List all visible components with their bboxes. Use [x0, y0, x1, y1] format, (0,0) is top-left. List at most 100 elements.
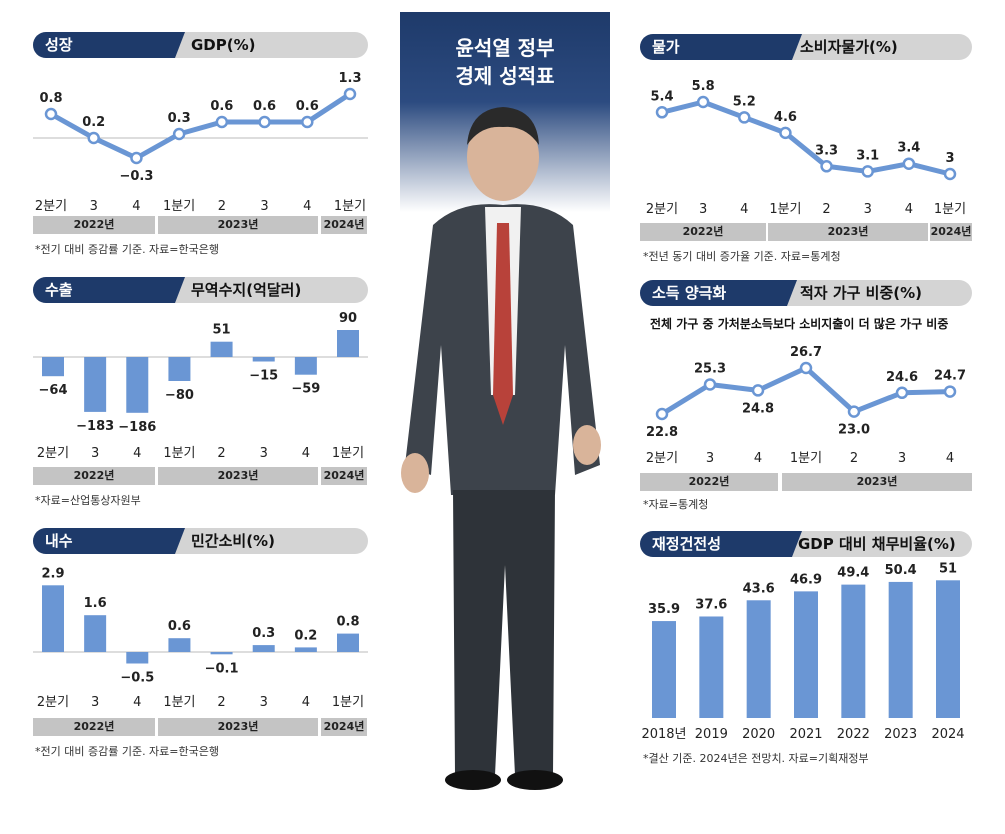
tick-label: 2: [850, 451, 858, 466]
data-point: [943, 385, 957, 398]
prices-header: 물가 소비자물가(%): [640, 34, 972, 60]
bar: [126, 357, 149, 413]
series-line: [661, 99, 951, 177]
income-band-2022: 2022년: [640, 473, 778, 491]
tick-label: 3: [90, 199, 98, 214]
tick-label: 4: [132, 199, 140, 214]
consumption-chart: 2.9 1.6 −0.5 0.6 −0.1 0.3 0.2 0.8 2분기 3 4 1분기 2 3 4 1분기: [33, 566, 368, 710]
bar: [210, 652, 233, 655]
data-point: [751, 384, 765, 397]
data-point: [655, 407, 669, 421]
tick-label: 1분기: [769, 202, 801, 217]
data-label: 5.2: [733, 94, 756, 109]
data-label: 0.6: [253, 99, 276, 114]
consumption-band-2022: 2022년: [33, 718, 155, 736]
consumption-band-2023: 2023년: [158, 718, 318, 736]
bar: [84, 615, 107, 652]
data-label: 5.4: [650, 89, 673, 104]
data-label: 0.3: [168, 111, 191, 126]
bar: [42, 585, 64, 652]
data-point: [87, 131, 100, 145]
center-title: 윤석열 정부 경제 성적표: [400, 12, 610, 90]
tick-label: 2020: [742, 727, 775, 742]
tick-label: 4: [302, 695, 310, 710]
bar: [337, 633, 359, 652]
income-note: *자료=통계청: [643, 498, 709, 511]
tick-label: 2024: [931, 727, 964, 742]
data-label: 0.2: [82, 115, 105, 130]
data-point: [258, 115, 271, 129]
data-label: 0.8: [336, 615, 359, 630]
consumption-subtitle: 민간소비(%): [191, 532, 275, 550]
growth-band-2024: 2024년: [321, 216, 367, 234]
fiscal-subtitle: GDP 대비 채무비율(%): [798, 535, 956, 553]
growth-tag: 성장: [33, 32, 185, 58]
tick-label: 2: [217, 695, 225, 710]
data-point: [847, 405, 861, 418]
fiscal-tag: 재정건전성: [640, 531, 802, 557]
prices-tag: 물가: [640, 34, 802, 60]
tick-label: 2분기: [35, 199, 67, 214]
prices-chart: 5.4 5.8 5.2 4.6 3.3 3.1 3.4 3 2분기 3 4 1분기 2 3 4 1분기: [646, 79, 966, 217]
data-label: 3.4: [897, 141, 920, 156]
tick-label: 1분기: [332, 695, 364, 710]
bar: [168, 357, 191, 381]
data-label: −15: [249, 369, 278, 384]
data-label: 2.9: [41, 566, 64, 581]
tick-label: 3: [260, 695, 268, 710]
data-point: [943, 167, 957, 181]
tick-label: 2: [822, 202, 830, 217]
data-label: 46.9: [790, 572, 822, 587]
data-point: [902, 157, 916, 170]
tick-label: 2018년: [641, 727, 686, 742]
tick-label: 3: [864, 202, 872, 217]
income-tag: 소득 양극화: [640, 280, 797, 306]
tick-label: 2분기: [646, 202, 678, 217]
data-point: [44, 107, 58, 121]
bar: [888, 581, 913, 718]
exports-subtitle: 무역수지(억달러): [191, 281, 302, 299]
exports-band-2024: 2024년: [321, 467, 367, 485]
tick-label: 4: [302, 446, 310, 461]
growth-band-2022: 2022년: [33, 216, 155, 234]
data-label: 23.0: [838, 423, 870, 438]
data-label: 3.3: [815, 143, 838, 158]
bar: [126, 652, 149, 664]
data-point: [343, 87, 357, 101]
tick-label: 2분기: [37, 446, 69, 461]
exports-band-2023: 2023년: [158, 467, 318, 485]
data-label: 90: [339, 311, 357, 326]
tick-label: 3: [898, 451, 906, 466]
data-label: 0.6: [168, 619, 191, 634]
prices-band-2022: 2022년: [640, 223, 766, 241]
fiscal-header: 재정건전성 GDP 대비 채무비율(%): [640, 531, 972, 557]
bar: [294, 357, 317, 375]
tick-label: 2019: [695, 727, 728, 742]
data-label: 0.2: [294, 628, 317, 643]
data-label: −186: [118, 420, 156, 435]
tick-label: 1분기: [163, 446, 195, 461]
data-point: [799, 361, 813, 375]
bar: [652, 621, 676, 718]
growth-panel: 성장 GDP(%): [33, 32, 368, 262]
tick-label: 4: [740, 202, 748, 217]
tick-label: 4: [946, 451, 954, 466]
prices-band-2023: 2023년: [768, 223, 928, 241]
data-label: 0.6: [210, 99, 233, 114]
president-photo: [401, 107, 601, 790]
income-caption: 전체 가구 중 가처분소득보다 소비지출이 더 많은 가구 비중: [650, 317, 949, 331]
growth-chart: 0.8 0.2 −0.3 0.3 0.6 0.6 0.6 1.3 2분기 3 4 1분기 2 3 4 1분기: [33, 71, 368, 214]
consumption-tag: 내수: [33, 528, 185, 554]
growth-header: 성장 GDP(%): [33, 32, 368, 58]
growth-subtitle: GDP(%): [191, 36, 256, 54]
tick-label: 3: [91, 446, 99, 461]
data-label: 0.8: [39, 91, 62, 106]
exports-note: *자료=산업통상자원부: [35, 494, 141, 507]
data-label: −0.1: [205, 661, 239, 676]
data-label: −0.5: [120, 671, 154, 686]
income-header: 소득 양극화 적자 가구 비중(%): [640, 280, 972, 306]
data-label: 1.3: [338, 71, 361, 86]
bar: [42, 357, 64, 377]
data-label: −59: [291, 382, 320, 397]
data-point: [820, 160, 833, 173]
